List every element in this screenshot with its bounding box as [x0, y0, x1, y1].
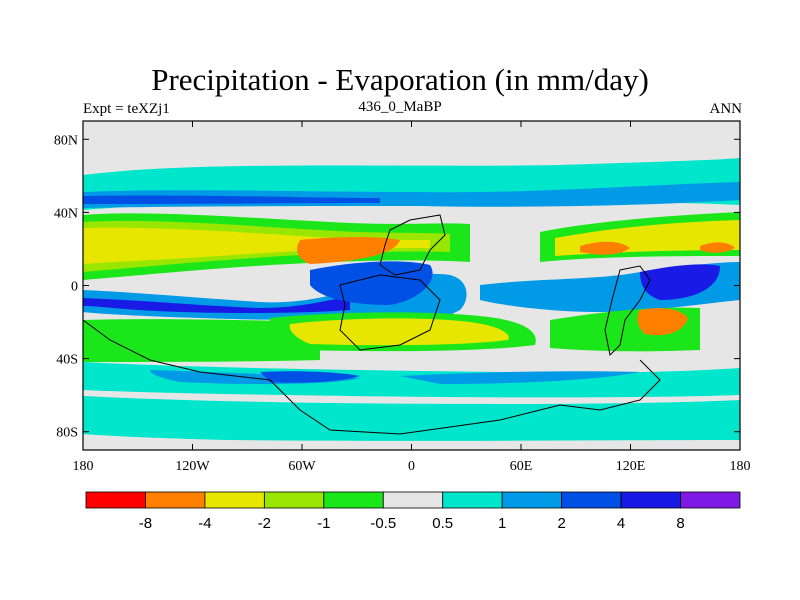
continent-central	[339, 274, 441, 351]
colorbar-swatch	[85, 491, 146, 509]
colorbar-label: -8	[139, 515, 152, 532]
continent-east	[604, 265, 651, 357]
colorbar-swatch	[263, 491, 325, 509]
continent-north	[379, 214, 446, 276]
period-label: 436_0_MaBP	[358, 99, 442, 115]
dry-core-north-3	[700, 242, 735, 253]
lon-tick-label: 60W	[288, 459, 316, 474]
lon-tick-label: 0	[408, 459, 415, 474]
dry-core-north-1	[297, 237, 400, 264]
lat-tick-label: 40N	[54, 206, 78, 221]
colorbar-label: -1	[317, 515, 330, 532]
colorbar-label: -4	[198, 515, 211, 532]
axis-ticks: 180 120W 60W 0 60E 120E 180 80N 40N 0 40S 80S	[54, 121, 751, 474]
band-south-blue	[260, 371, 360, 383]
lat-tick-label: 80S	[56, 426, 78, 441]
colorbar-label: 2	[557, 515, 565, 532]
lat-tick-label: 0	[71, 280, 78, 295]
colorbar-swatch	[323, 491, 384, 509]
colorbar-label: 1	[498, 515, 506, 532]
itcz-darkblue-1	[83, 296, 350, 313]
experiment-label: Expt = teXZj1	[83, 101, 170, 117]
colorbar-swatch	[382, 491, 444, 509]
lon-tick-label: 180	[73, 459, 94, 474]
lon-tick-label: 120E	[616, 459, 646, 474]
colorbar-label: 4	[617, 515, 625, 532]
colorbar-swatch	[442, 491, 503, 509]
colorbar: -8 -4 -2 -1 -0.5 0.5 1 2 4 8	[85, 491, 741, 532]
colorbar-swatch	[145, 491, 206, 509]
colorbar-swatch	[620, 491, 681, 509]
continent-outlines	[83, 214, 661, 435]
band-north-blue	[83, 195, 380, 204]
colorbar-label: 8	[676, 515, 684, 532]
colorbar-swatch	[501, 491, 563, 509]
contour-field	[83, 121, 740, 450]
band-south-green-1	[83, 319, 320, 362]
lon-tick-label: 120W	[175, 459, 210, 474]
band-south-yellow-1	[289, 318, 509, 346]
map-title: Precipitation - Evaporation (in mm/day)	[151, 62, 649, 97]
colorbar-swatch	[204, 491, 265, 509]
wet-core-east	[640, 264, 720, 300]
lat-tick-label: 40S	[56, 353, 78, 368]
band-south-lightblue-2	[400, 371, 640, 384]
lon-tick-label: 180	[730, 459, 751, 474]
lat-tick-label: 80N	[54, 133, 78, 148]
season-label: ANN	[709, 101, 743, 117]
continent-south	[83, 319, 661, 435]
colorbar-label: 0.5	[432, 515, 453, 532]
band-south-cyan	[83, 362, 740, 398]
lon-tick-label: 60E	[510, 459, 533, 474]
dry-core-north-2	[580, 241, 630, 255]
colorbar-label: -2	[258, 515, 271, 532]
band-north-yellow-1	[83, 227, 430, 264]
colorbar-swatch	[561, 491, 622, 509]
colorbar-swatch	[680, 491, 741, 509]
wet-core-atlantic	[310, 261, 433, 305]
dry-core-south	[637, 308, 688, 336]
colorbar-label: -0.5	[370, 515, 396, 532]
